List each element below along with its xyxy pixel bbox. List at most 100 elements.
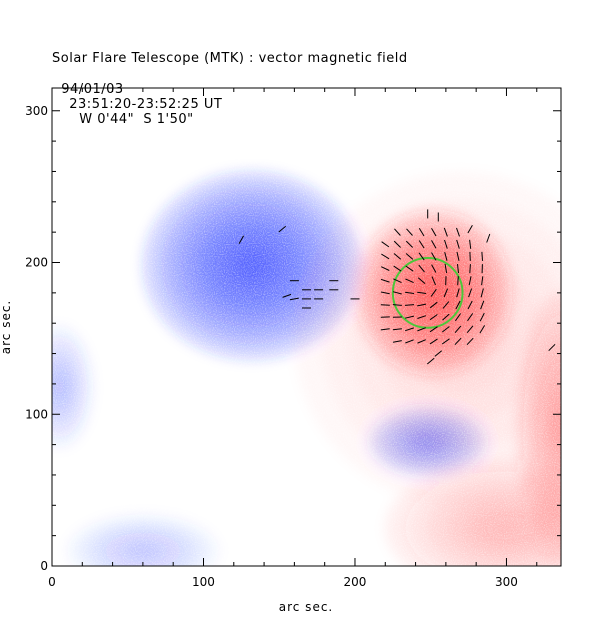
field-vector [443, 288, 449, 298]
field-vector [431, 276, 436, 286]
field-vector [429, 338, 438, 345]
field-vector [434, 350, 443, 357]
field-vector [418, 228, 425, 237]
field-vector [417, 303, 427, 307]
field-vector [392, 328, 402, 331]
plot-frame [51, 87, 562, 567]
field-vector [442, 301, 450, 309]
x-tick-label: 100 [192, 575, 215, 589]
field-vector [429, 301, 438, 309]
field-vector [429, 326, 438, 333]
field-vector [468, 276, 472, 286]
field-vector [393, 265, 402, 272]
field-vector [405, 278, 414, 284]
field-vector [406, 228, 413, 236]
field-vector [381, 253, 390, 260]
field-vector [466, 325, 474, 334]
field-vector [443, 227, 448, 237]
field-vector [405, 240, 414, 248]
field-vector [429, 314, 438, 321]
field-vector [431, 264, 437, 273]
subtitle-time: 23:51:20-23:52:25 UT [69, 97, 223, 112]
field-vector [404, 304, 415, 306]
y-tick-label: 200 [25, 256, 48, 270]
y-axis-label: arc sec. [0, 300, 13, 354]
field-vector [457, 264, 459, 274]
y-tick-label: 0 [40, 559, 48, 573]
field-vector [392, 291, 402, 295]
field-vector [394, 228, 401, 236]
field-vector [431, 240, 437, 249]
subtitle-date: 94/01/03 [61, 82, 124, 97]
field-vector [468, 288, 473, 298]
field-vector [380, 266, 390, 271]
x-axis-label: arc sec. [279, 600, 333, 614]
field-vector [457, 276, 459, 286]
field-vector [431, 252, 437, 261]
field-vector [417, 291, 427, 294]
y-tick-label: 300 [25, 104, 48, 118]
field-vector [455, 300, 461, 310]
field-vector [469, 239, 472, 249]
field-vector [418, 264, 425, 273]
field-vector [380, 291, 390, 295]
field-vector [381, 241, 390, 248]
field-vector [467, 313, 474, 322]
field-vector [426, 357, 435, 365]
field-vector [380, 328, 390, 331]
field-vector [454, 325, 462, 334]
noise-overlay [52, 88, 561, 566]
field-vector [480, 288, 484, 298]
x-tick-label: 200 [344, 575, 367, 589]
chart-subtitle: 94/01/03 23:51:20-23:52:25 UT W 0'44" S … [52, 67, 222, 127]
field-vector [454, 313, 462, 322]
field-vector [469, 264, 471, 274]
field-vector [405, 339, 414, 344]
field-vector [417, 315, 427, 319]
field-vector [467, 224, 473, 234]
field-vector [430, 288, 437, 297]
field-vector [417, 277, 426, 284]
field-vector [418, 252, 425, 261]
field-vector [444, 251, 448, 261]
field-vector [486, 233, 491, 243]
field-vector [405, 291, 415, 294]
field-vector [481, 251, 483, 261]
field-vector [442, 313, 450, 321]
field-vector [456, 239, 460, 249]
green-contour [391, 256, 464, 329]
field-vector [454, 337, 462, 346]
field-vector [481, 276, 484, 286]
field-vector [380, 278, 390, 283]
field-vector [278, 225, 287, 233]
x-tick-label: 0 [48, 575, 56, 589]
field-vector [456, 227, 460, 237]
field-vector [480, 300, 485, 310]
field-vector [444, 239, 448, 249]
field-vector [548, 343, 556, 352]
field-vector [405, 327, 414, 332]
field-vector [456, 288, 460, 298]
field-vector [441, 338, 450, 345]
field-vector [393, 278, 402, 284]
field-vector [289, 297, 299, 301]
field-vector [417, 327, 426, 332]
field-vector [479, 312, 485, 322]
x-tick-label: 300 [495, 575, 518, 589]
subtitle-position: W 0'44" S 1'50" [79, 112, 194, 127]
field-vector [405, 265, 414, 272]
field-vector [441, 326, 450, 333]
field-vector [282, 293, 292, 298]
field-vector [404, 315, 415, 319]
field-vector [467, 300, 473, 310]
field-vector [466, 337, 474, 346]
chart-title: Solar Flare Telescope (MTK) : vector mag… [52, 51, 408, 66]
field-vector [393, 240, 401, 248]
field-vector [238, 235, 245, 244]
field-vector [431, 228, 437, 237]
field-vector [380, 304, 390, 306]
field-vector [405, 253, 414, 260]
field-vector [479, 325, 486, 334]
field-vector [393, 253, 402, 260]
